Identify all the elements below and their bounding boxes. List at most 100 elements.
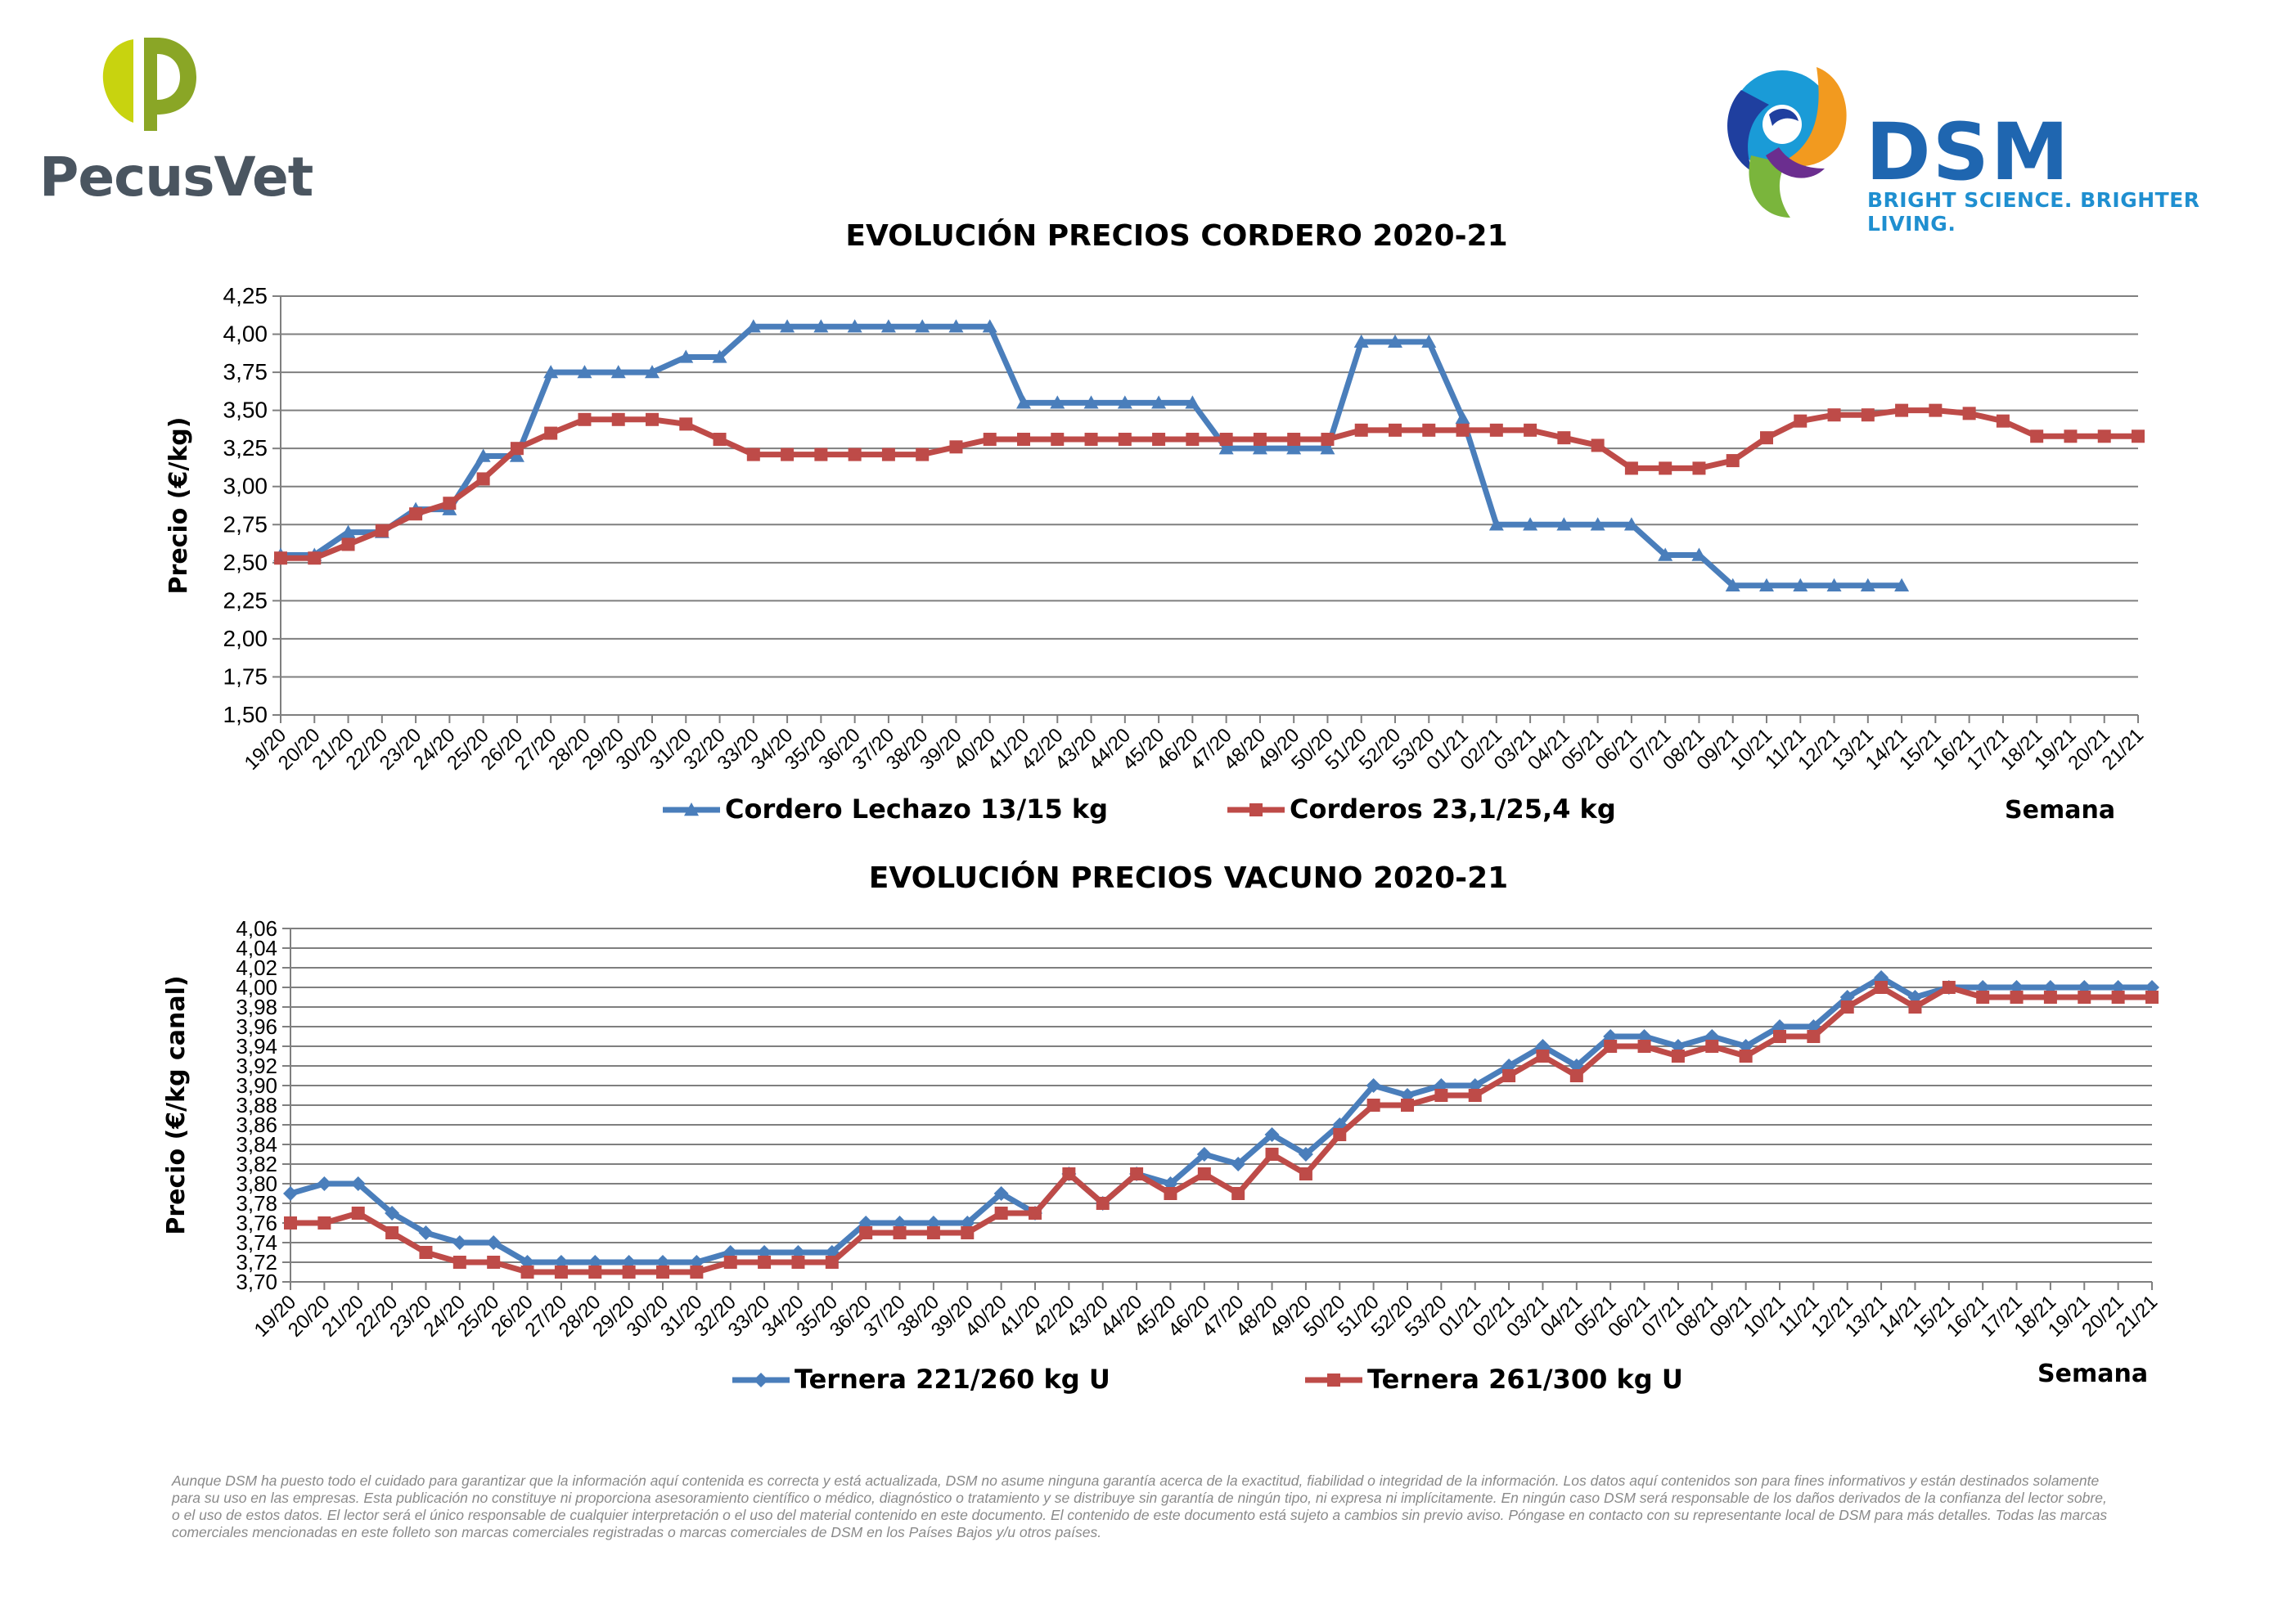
y-tick-label: 2,00: [223, 626, 268, 651]
data-point: [2010, 991, 2024, 1004]
legal-disclaimer: Aunque DSM ha puesto todo el cuidado par…: [172, 1472, 2108, 1540]
lamb-price-chart: EVOLUCIÓN PRECIOS CORDERO 2020-21 1,50 1,7…: [0, 205, 2296, 851]
series-line-0: [281, 323, 1902, 589]
y-tick-label: 1,75: [223, 663, 268, 689]
data-point: [610, 365, 626, 379]
data-point: [375, 524, 389, 537]
data-point: [1287, 433, 1301, 447]
beef-price-chart-svg: EVOLUCIÓN PRECIOS VACUNO 2020-21 3,703,72…: [162, 861, 2162, 1395]
legend-marker: [1327, 1373, 1340, 1387]
data-point: [1333, 1128, 1347, 1141]
data-point: [418, 1225, 434, 1240]
data-point: [578, 412, 592, 426]
y-tick-label: 4,25: [223, 283, 268, 308]
data-point: [781, 447, 795, 461]
data-point: [961, 1226, 975, 1239]
y-tick-label: 4,06: [236, 916, 277, 941]
data-point: [1062, 1167, 1076, 1180]
data-point: [274, 551, 287, 565]
data-point: [880, 319, 896, 333]
data-point: [1231, 1187, 1245, 1200]
data-point: [1523, 517, 1538, 531]
data-point: [1929, 403, 1943, 417]
y-tick-label: 2,50: [223, 550, 268, 575]
data-point: [1908, 1000, 1922, 1014]
data-point: [1196, 1147, 1212, 1162]
y-tick-label: 2,25: [223, 587, 268, 613]
data-point: [1353, 334, 1369, 348]
data-point: [1860, 578, 1875, 591]
data-point: [1252, 441, 1267, 455]
data-point: [1468, 1089, 1482, 1102]
data-point: [1793, 578, 1808, 591]
data-point: [1185, 395, 1200, 409]
legend-label: Ternera 261/300 kg U: [1367, 1364, 1683, 1395]
data-point: [487, 1256, 501, 1269]
y-tick-label: 3,50: [223, 398, 268, 423]
data-point: [2043, 991, 2057, 1004]
data-point: [645, 365, 660, 379]
data-point: [544, 426, 558, 440]
legend-label: Corderos 23,1/25,4 kg: [1290, 794, 1616, 825]
data-point: [1366, 1099, 1380, 1112]
data-point: [385, 1206, 400, 1221]
data-point: [341, 537, 355, 551]
data-point: [1840, 1000, 1854, 1014]
data-point: [1016, 395, 1031, 409]
data-point: [611, 412, 625, 426]
data-point: [2145, 991, 2159, 1004]
data-point: [2030, 429, 2044, 443]
dsm-swirl-icon: [1727, 67, 1847, 218]
data-point: [656, 1266, 669, 1279]
pecusvet-logo: PecusVet: [33, 33, 313, 213]
data-point: [1524, 423, 1537, 437]
data-point: [881, 447, 895, 461]
y-tick-label: 3,25: [223, 435, 268, 461]
data-point: [926, 1226, 940, 1239]
data-point: [1118, 433, 1132, 447]
data-point: [351, 1207, 365, 1220]
data-point: [452, 1256, 466, 1269]
data-point: [1671, 1050, 1685, 1063]
x-axis-label: Semana: [2037, 1360, 2148, 1388]
data-point: [476, 472, 490, 486]
y-tick-label: 3,78: [236, 1191, 277, 1216]
data-point: [1826, 578, 1842, 591]
data-point: [1320, 441, 1335, 455]
data-point: [486, 1235, 502, 1250]
data-point: [1388, 334, 1402, 348]
y-axis-label: Precio (€/kg canal): [162, 975, 191, 1234]
data-point: [350, 1176, 366, 1191]
data-point: [679, 417, 693, 431]
beef-price-chart: EVOLUCIÓN PRECIOS VACUNO 2020-21 3,70 3,72…: [0, 855, 2296, 1427]
data-point: [2078, 991, 2091, 1004]
y-tick-label: 3,98: [236, 995, 277, 1019]
data-point: [1299, 1167, 1312, 1180]
data-point: [758, 1256, 772, 1269]
data-point: [1556, 517, 1572, 531]
data-point: [1658, 547, 1673, 561]
data-point: [1051, 433, 1065, 447]
data-point: [1705, 1040, 1719, 1053]
data-point: [780, 319, 795, 333]
data-point: [1489, 423, 1503, 437]
data-point: [713, 433, 727, 447]
data-point: [1807, 1030, 1821, 1043]
dsm-logo: DSM BRIGHT SCIENCE. BRIGHTER LIVING.: [1694, 57, 2250, 237]
data-point: [916, 447, 930, 461]
y-tick-label: 1,50: [223, 702, 268, 727]
data-point: [1186, 433, 1200, 447]
data-point: [1422, 423, 1436, 437]
data-point: [1017, 433, 1030, 447]
data-point: [1624, 461, 1638, 475]
y-tick-label: 3,82: [236, 1152, 277, 1176]
pecusvet-brand-text: PecusVet: [39, 146, 313, 209]
data-point: [543, 365, 559, 379]
data-point: [317, 1176, 332, 1191]
y-tick-label: 3,90: [236, 1073, 277, 1098]
data-point: [847, 319, 862, 333]
data-point: [1861, 408, 1875, 422]
data-point: [1502, 1069, 1516, 1082]
y-tick-label: 3,76: [236, 1211, 277, 1235]
data-point: [1739, 1050, 1753, 1063]
